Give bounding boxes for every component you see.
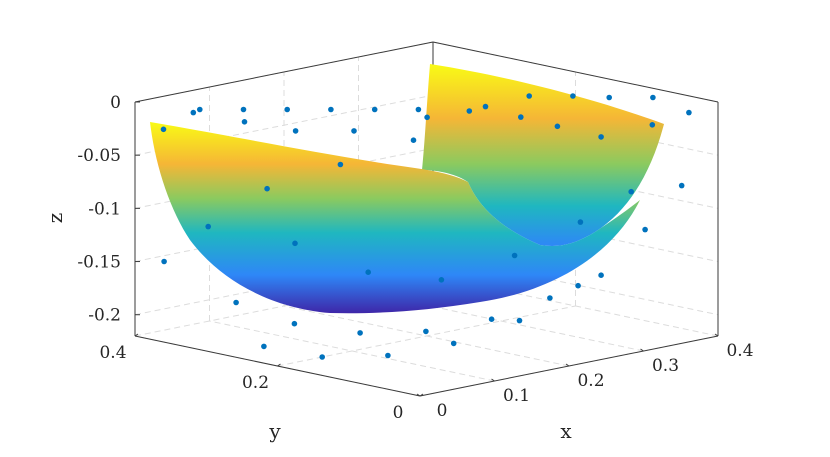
scatter-point [649, 122, 656, 128]
scatter-point [261, 343, 267, 350]
scatter-point [319, 354, 326, 360]
scatter-point [606, 94, 612, 101]
tick-labels: 0 0.1 0.2 0.3 0.4 0 0.2 0.4 0 -0.05 -0.1 -0.15 -0.2 [77, 93, 753, 423]
x-tick-label: 0.3 [652, 356, 679, 376]
y-tick-mark [277, 363, 281, 367]
scatter-point [410, 137, 417, 143]
scatter-point [337, 161, 344, 168]
scatter-point [424, 114, 430, 121]
scatter-point [161, 258, 167, 265]
scatter-point [642, 226, 648, 233]
x-tick-label: 0.2 [577, 371, 604, 391]
x-tick-mark [491, 378, 495, 382]
scatter-point [450, 340, 457, 347]
scatter-point [160, 126, 167, 133]
y-tick-mark [134, 333, 139, 337]
z-tick-label: -0.05 [77, 146, 121, 166]
scatter-point [678, 182, 685, 189]
scatter-point [423, 328, 429, 335]
scatter-point [385, 352, 391, 359]
scatter-point [240, 106, 247, 113]
scatter-point [511, 252, 518, 259]
grid-line-y [277, 305, 576, 367]
scatter-point [598, 134, 604, 140]
scatter-point [516, 317, 523, 324]
scatter-point [233, 299, 239, 306]
box-edge [134, 41, 434, 103]
surface-front [150, 122, 640, 314]
scatter-point [264, 185, 270, 192]
x-tick-mark [714, 333, 719, 337]
scatter-points [160, 93, 692, 360]
scatter-point [371, 106, 378, 113]
scatter-point [526, 93, 532, 99]
scatter-point [686, 109, 692, 116]
scatter-point [570, 93, 576, 99]
scatter-point [554, 123, 561, 130]
scatter-point [547, 295, 553, 301]
surface-back-wall [422, 64, 664, 246]
scatter-point [197, 106, 203, 113]
scatter-point [205, 223, 211, 230]
scatter-point [415, 106, 422, 113]
scatter-point [351, 128, 357, 134]
x-tick-label: 0.4 [726, 341, 753, 361]
scatter-point [357, 330, 363, 336]
scatter-point [577, 219, 584, 225]
scatter-point [628, 188, 634, 195]
scatter-point [518, 114, 524, 120]
x-tick-label: 0 [437, 401, 448, 421]
z-tick-label: -0.1 [88, 199, 121, 219]
scatter-point [438, 277, 445, 283]
y-tick-mark [419, 393, 424, 397]
y-tick-label: 0.4 [99, 343, 126, 363]
scatter-point [482, 103, 489, 110]
x-tick-mark [416, 393, 421, 397]
scatter-point [328, 106, 334, 113]
scatter-point [598, 272, 604, 279]
scatter-point [575, 282, 581, 289]
x-axis-label: x [560, 419, 572, 443]
y-tick-label: 0.2 [242, 373, 269, 393]
x-tick-label: 0.1 [503, 386, 530, 406]
scatter-point [466, 108, 473, 114]
y-tick-label: 0 [393, 403, 404, 423]
scatter-point [488, 316, 495, 323]
z-tick-label: -0.15 [77, 253, 121, 273]
z-axis-label: z [43, 213, 67, 224]
scatter-point [190, 109, 197, 116]
x-tick-mark [565, 363, 570, 367]
scatter-point [241, 119, 248, 125]
x-tick-mark [640, 348, 644, 352]
scatter-point [292, 128, 299, 134]
z-tick-label: -0.2 [88, 306, 121, 326]
z-tick-label: 0 [110, 93, 121, 113]
scatter-point [292, 240, 298, 247]
scatter-point [365, 269, 372, 276]
y-axis-label: y [268, 419, 281, 443]
scatter-point [284, 106, 291, 113]
box-edge [432, 41, 719, 103]
scatter-point [650, 94, 656, 101]
scatter-point [291, 320, 298, 327]
